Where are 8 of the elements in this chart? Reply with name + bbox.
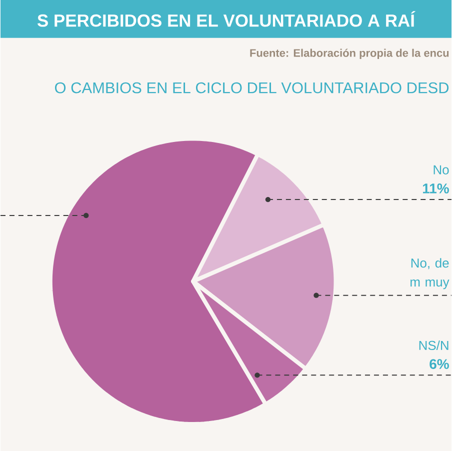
chart-title: S PERCIBIDOS EN EL VOLUNTARIADO A RAÍ bbox=[37, 11, 416, 27]
data-label: 11% bbox=[423, 184, 449, 194]
data-label: 6% bbox=[430, 359, 449, 369]
slice-label: NS/N bbox=[419, 340, 448, 350]
slice-label: No, de m muy bbox=[410, 258, 450, 290]
chart-subtitle: O CAMBIOS EN EL CICLO DEL VOLUNTARIADO DESD bbox=[55, 82, 449, 94]
source-note: Fuente: Elaboración propia de la encu bbox=[250, 48, 449, 60]
slice-label: No bbox=[434, 165, 449, 174]
